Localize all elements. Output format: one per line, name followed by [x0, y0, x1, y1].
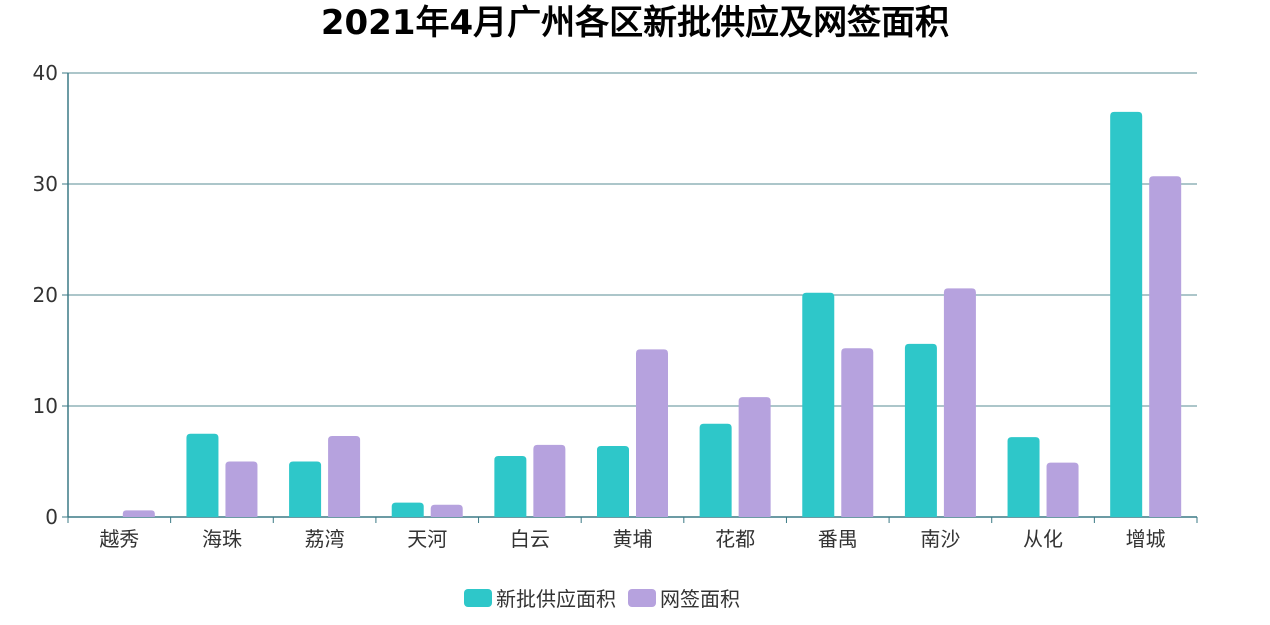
legend-label-supply[interactable]: 新批供应面积: [496, 587, 616, 611]
bar-signed-10[interactable]: [1149, 176, 1182, 518]
legend-label-signed[interactable]: 网签面积: [660, 587, 740, 611]
x-tick-label: 荔湾: [305, 527, 345, 551]
y-tick-label: 40: [33, 61, 58, 85]
legend-swatch-supply[interactable]: [464, 589, 492, 607]
grid-lines: [68, 72, 1197, 407]
bar-signed-4[interactable]: [533, 444, 566, 517]
chart-title: 2021年4月广州各区新批供应及网签面积: [320, 3, 950, 43]
x-tick-label: 番禺: [818, 527, 858, 551]
bar-signed-0[interactable]: [122, 510, 155, 517]
bar-signed-2[interactable]: [328, 435, 361, 517]
x-tick-label: 黄埔: [613, 527, 653, 551]
tick-labels: 0 10 20 30 40 越秀 海珠 荔湾 天河 白云 黄埔 花都 番禺 南沙 从化 增城: [33, 61, 1166, 551]
bar-signed-1[interactable]: [225, 461, 258, 518]
x-tick-label: 白云: [510, 527, 550, 551]
bar-signed-6[interactable]: [738, 397, 771, 517]
x-tick-label: 越秀: [99, 527, 139, 551]
bar-supply-3[interactable]: [391, 502, 424, 517]
bar-supply-6[interactable]: [699, 423, 732, 517]
x-tick-label: 增城: [1126, 527, 1166, 551]
x-tick-label: 天河: [407, 527, 447, 551]
bar-supply-4[interactable]: [494, 455, 527, 517]
bars: [122, 111, 1182, 518]
bar-supply-10[interactable]: [1110, 111, 1143, 517]
bar-signed-7[interactable]: [841, 348, 874, 517]
bar-supply-9[interactable]: [1007, 437, 1040, 517]
x-tick-label: 南沙: [920, 527, 960, 551]
bar-supply-1[interactable]: [186, 433, 219, 517]
y-tick-label: 0: [45, 505, 58, 529]
y-tick-label: 30: [33, 172, 58, 196]
bar-signed-5[interactable]: [636, 349, 668, 517]
y-tick-label: 20: [33, 283, 58, 307]
x-tick-label: 从化: [1023, 527, 1063, 551]
bar-supply-2[interactable]: [289, 461, 322, 518]
bar-supply-5[interactable]: [597, 445, 629, 517]
legend[interactable]: 新批供应面积 网签面积: [464, 587, 740, 611]
bar-supply-8[interactable]: [904, 343, 937, 517]
legend-swatch-signed[interactable]: [628, 589, 656, 607]
bar-signed-8[interactable]: [943, 288, 976, 517]
x-tick-label: 海珠: [202, 527, 242, 551]
bar-signed-9[interactable]: [1046, 462, 1079, 517]
x-tick-label: 花都: [715, 527, 755, 551]
bar-signed-3[interactable]: [430, 504, 463, 517]
bar-supply-7[interactable]: [802, 292, 835, 517]
y-tick-label: 10: [33, 394, 58, 418]
